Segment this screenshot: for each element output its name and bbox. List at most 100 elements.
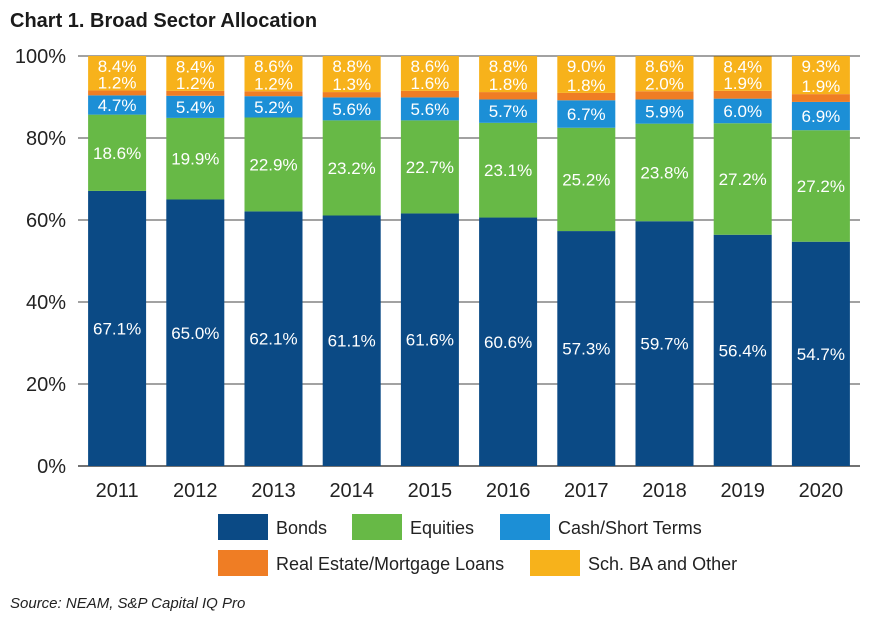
bar-segment-sch-ba-and-other — [557, 56, 616, 93]
bar-stack-2017: 57.3% 25.2% 6.7% 1.8%9.0% — [557, 56, 616, 466]
data-label: 56.4% — [719, 341, 767, 360]
bar-segment-cash-short-terms — [166, 95, 225, 118]
bar-segment-equities — [400, 120, 459, 214]
bar-segment-real-estate-mortgage-loans — [400, 90, 459, 98]
data-label: 1.6% — [411, 74, 450, 93]
legend: Bonds Equities Cash/Short Terms Real Estate… — [218, 514, 737, 576]
x-tick-label: 2020 — [799, 480, 844, 502]
bar-segment-cash-short-terms — [479, 99, 538, 123]
bar-segment-bonds — [400, 213, 459, 466]
bar-segment-bonds — [166, 199, 225, 466]
legend-label: Bonds — [276, 518, 327, 538]
bar-segment-real-estate-mortgage-loans — [635, 91, 694, 100]
y-axis-ticks: 0% 20% 40% 60% 80% 100% — [15, 46, 66, 478]
data-label: 62.1% — [249, 330, 297, 349]
data-label: 65.0% — [171, 324, 219, 343]
bar-segment-bonds — [713, 234, 772, 466]
bar-segment-real-estate-mortgage-loans — [166, 90, 225, 96]
bar-stack-2016: 60.6% 23.1% 5.7% 1.8%8.8% — [479, 56, 538, 466]
bar-stack-2014: 61.1% 23.2% 5.6% 1.3%8.8% — [322, 56, 381, 466]
x-tick-label: 2011 — [96, 480, 139, 502]
bar-segment-bonds — [791, 241, 850, 466]
data-label: 8.8% — [332, 57, 371, 76]
data-label: 23.1% — [484, 161, 532, 180]
bar-segment-equities — [322, 120, 381, 216]
data-label: 1.3% — [332, 75, 371, 94]
source-note: Source: NEAM, S&P Capital IQ Pro — [10, 595, 246, 612]
bar-segment-real-estate-mortgage-loans — [322, 92, 381, 98]
bar-segment-sch-ba-and-other — [400, 56, 459, 91]
bar-stack-2015: 61.6% 22.7% 5.6% 1.6%8.6% — [400, 56, 459, 466]
bar-segment-bonds — [635, 221, 694, 466]
x-tick-label: 2019 — [720, 480, 765, 502]
bar-segment-cash-short-terms — [244, 96, 303, 118]
bar-segment-equities — [244, 117, 303, 212]
bar-segment-real-estate-mortgage-loans — [713, 90, 772, 99]
data-label: 2.0% — [645, 74, 684, 93]
data-label: 8.4% — [723, 57, 762, 76]
data-label: 5.2% — [254, 98, 293, 117]
x-tick-label: 2018 — [642, 480, 687, 502]
bar-segment-real-estate-mortgage-loans — [88, 90, 147, 96]
data-label: 60.6% — [484, 333, 532, 352]
data-label: 23.2% — [328, 159, 376, 178]
bar-stack-2013: 62.1% 22.9% 5.2% 1.2%8.6% — [244, 56, 303, 466]
bar-segment-real-estate-mortgage-loans — [791, 94, 850, 102]
data-label: 27.2% — [797, 177, 845, 196]
bar-segment-cash-short-terms — [713, 98, 772, 124]
data-label: 25.2% — [562, 170, 610, 189]
bar-stack-2012: 65.0% 19.9% 5.4% 1.2%8.4% — [166, 56, 225, 466]
bar-segment-equities — [479, 122, 538, 218]
legend-label: Equities — [410, 518, 474, 538]
bar-segment-cash-short-terms — [635, 99, 694, 124]
data-label: 22.7% — [406, 158, 454, 177]
bar-segment-cash-short-terms — [400, 97, 459, 121]
bar-segment-real-estate-mortgage-loans — [479, 92, 538, 100]
data-label: 8.4% — [176, 57, 215, 76]
bar-segment-sch-ba-and-other — [244, 56, 303, 92]
bar-segment-equities — [635, 123, 694, 222]
bar-segment-equities — [166, 117, 225, 200]
data-label: 8.6% — [411, 57, 450, 76]
data-label: 23.8% — [640, 163, 688, 182]
x-axis-categories: 2011 2012 2013 2014 2015 2016 2017 2018 2019 2020 — [96, 480, 844, 502]
data-label: 27.2% — [719, 170, 767, 189]
bar-segment-sch-ba-and-other — [635, 56, 694, 92]
x-tick-label: 2017 — [564, 480, 609, 502]
data-label: 57.3% — [562, 340, 610, 359]
x-tick-label: 2013 — [251, 480, 296, 502]
x-tick-label: 2012 — [173, 480, 218, 502]
data-label: 1.2% — [98, 73, 137, 92]
bar-segment-equities — [88, 114, 147, 191]
bar-stack-2019: 56.4% 27.2% 6.0% 1.9%8.4% — [713, 56, 772, 466]
bar-segment-equities — [791, 130, 850, 242]
bar-segment-bonds — [244, 211, 303, 466]
y-tick-label: 40% — [26, 292, 66, 314]
data-label: 67.1% — [93, 319, 141, 338]
legend-swatch — [218, 514, 268, 540]
data-label: 54.7% — [797, 345, 845, 364]
bars: 67.1%18.6%4.7%1.2%8.4%65.0%19.9%5.4%1.2%… — [88, 56, 850, 466]
data-label: 1.2% — [176, 74, 215, 93]
bar-segment-equities — [713, 123, 772, 235]
bar-segment-real-estate-mortgage-loans — [557, 92, 616, 101]
data-label: 5.9% — [645, 103, 684, 122]
x-tick-label: 2016 — [486, 480, 531, 502]
legend-label: Real Estate/Mortgage Loans — [276, 554, 504, 574]
bar-segment-sch-ba-and-other — [479, 56, 538, 93]
legend-item: Real Estate/Mortgage Loans — [218, 550, 504, 576]
bar-segment-sch-ba-and-other — [713, 56, 772, 91]
legend-swatch — [530, 550, 580, 576]
data-label: 9.0% — [567, 57, 606, 76]
y-tick-label: 20% — [26, 374, 66, 396]
bar-segment-sch-ba-and-other — [322, 56, 381, 93]
x-tick-label: 2015 — [408, 480, 453, 502]
legend-item: Cash/Short Terms — [500, 514, 702, 540]
legend-item: Sch. BA and Other — [530, 550, 737, 576]
data-label: 5.4% — [176, 98, 215, 117]
data-label: 61.6% — [406, 331, 454, 350]
bar-stack-2020: 54.7% 27.2% 6.9% 1.9%9.3% — [791, 56, 850, 466]
data-label: 8.8% — [489, 57, 528, 76]
bar-segment-real-estate-mortgage-loans — [244, 91, 303, 97]
